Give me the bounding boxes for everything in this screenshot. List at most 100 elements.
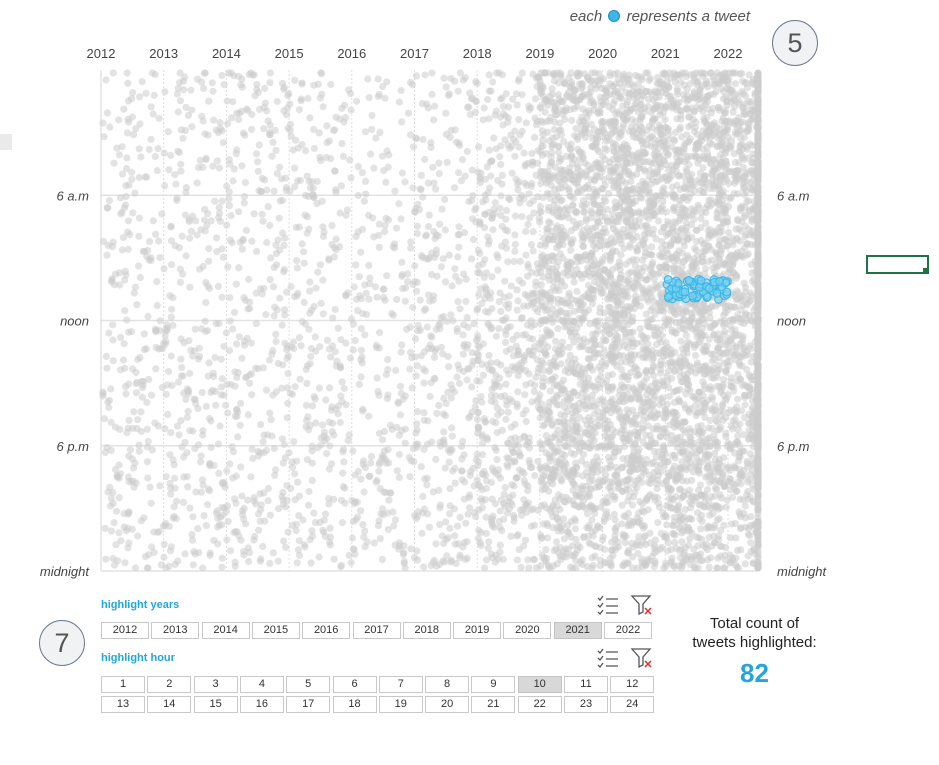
tweet-point xyxy=(654,270,663,278)
tweet-point xyxy=(553,222,561,230)
tweet-point xyxy=(601,84,610,92)
tweet-point xyxy=(301,211,309,219)
tweet-point xyxy=(404,277,412,286)
tweet-point xyxy=(291,76,299,84)
tweet-point xyxy=(469,235,478,244)
tweet-point xyxy=(551,163,560,172)
tweet-point xyxy=(561,443,569,451)
tweet-point xyxy=(220,391,228,399)
tweet-point xyxy=(474,356,482,364)
tweet-point xyxy=(145,375,153,383)
tweet-point xyxy=(173,194,181,202)
tweet-point xyxy=(510,366,518,374)
tweet-point xyxy=(613,69,622,77)
tweet-point xyxy=(483,556,491,564)
tweet-point xyxy=(121,276,129,284)
tweet-point xyxy=(291,470,299,478)
tweet-point xyxy=(211,354,219,362)
tweet-point xyxy=(537,179,545,187)
tweet-point xyxy=(451,540,459,548)
tweet-point xyxy=(652,235,660,243)
tweet-point xyxy=(121,559,129,567)
tweet-point xyxy=(117,537,125,545)
tweet-point xyxy=(555,177,563,185)
tweet-point xyxy=(446,485,454,493)
tweet-point xyxy=(107,446,115,455)
tweet-point xyxy=(215,469,223,477)
tweet-point xyxy=(605,189,613,198)
tweet-point xyxy=(329,342,337,350)
tweet-point xyxy=(589,561,597,570)
tweet-point xyxy=(367,452,376,460)
tweet-point xyxy=(522,406,530,414)
tweet-point xyxy=(629,127,637,135)
tweet-point xyxy=(161,326,170,334)
tweet-point xyxy=(435,159,443,167)
tweet-point xyxy=(454,231,462,239)
tweet-point xyxy=(432,185,440,193)
tweet-point xyxy=(580,234,589,242)
tweet-point xyxy=(218,521,226,529)
tweet-point xyxy=(148,446,156,454)
tweet-point xyxy=(615,258,624,266)
tweet-point xyxy=(391,516,400,524)
tweet-point xyxy=(107,494,115,502)
tweet-point xyxy=(288,521,297,530)
tweet-point xyxy=(572,564,580,572)
tweet-point xyxy=(188,536,197,544)
tweet-point xyxy=(362,190,370,198)
tweet-point xyxy=(620,244,628,253)
tweet-point xyxy=(639,286,647,294)
tweet-point xyxy=(240,199,248,207)
tweet-point xyxy=(567,192,575,200)
tweet-point xyxy=(475,291,483,299)
tweet-point xyxy=(164,128,172,136)
tweet-point xyxy=(501,238,510,246)
tweet-point xyxy=(657,130,665,138)
tweet-point xyxy=(507,423,515,431)
tweet-point xyxy=(582,468,591,476)
tweet-point xyxy=(564,262,572,270)
tweet-point xyxy=(460,229,469,237)
tweet-point xyxy=(514,388,522,396)
tweet-point xyxy=(341,499,349,507)
tweet-point xyxy=(245,70,253,79)
tweet-point xyxy=(607,461,615,470)
tweet-point xyxy=(319,103,327,111)
tweet-point xyxy=(529,247,537,255)
tweet-point xyxy=(214,282,222,290)
tweet-point xyxy=(466,110,474,118)
tweet-point xyxy=(312,419,320,427)
tweet-point xyxy=(531,133,539,141)
tweet-point xyxy=(487,478,495,486)
tweet-point xyxy=(595,147,603,156)
tweet-point xyxy=(427,562,435,570)
tweet-point xyxy=(609,106,617,114)
tweet-point xyxy=(463,376,471,384)
tweet-point xyxy=(420,409,428,417)
tweet-point xyxy=(185,337,193,345)
tweet-point xyxy=(266,128,274,136)
tweet-point xyxy=(219,139,227,147)
tweet-point xyxy=(213,507,221,515)
tweet-point xyxy=(501,226,510,234)
tweet-point xyxy=(336,209,344,217)
tweet-point xyxy=(186,504,194,512)
tweet-point xyxy=(317,69,325,77)
tweet-point xyxy=(579,105,587,113)
legend-prefix: each xyxy=(569,8,603,25)
tweet-point xyxy=(620,512,628,520)
tweet-point xyxy=(580,451,588,459)
tweet-point xyxy=(99,119,107,127)
tweet-point xyxy=(660,184,668,192)
tweet-point xyxy=(451,479,459,487)
tweet-point xyxy=(653,103,661,111)
tweet-point xyxy=(541,315,549,323)
tweet-point xyxy=(211,387,219,395)
tweet-point xyxy=(173,497,181,505)
tweet-point xyxy=(611,492,619,501)
tweet-point xyxy=(549,207,557,215)
tweet-point xyxy=(311,519,320,527)
tweet-point xyxy=(287,484,295,492)
tweet-point xyxy=(507,282,515,290)
